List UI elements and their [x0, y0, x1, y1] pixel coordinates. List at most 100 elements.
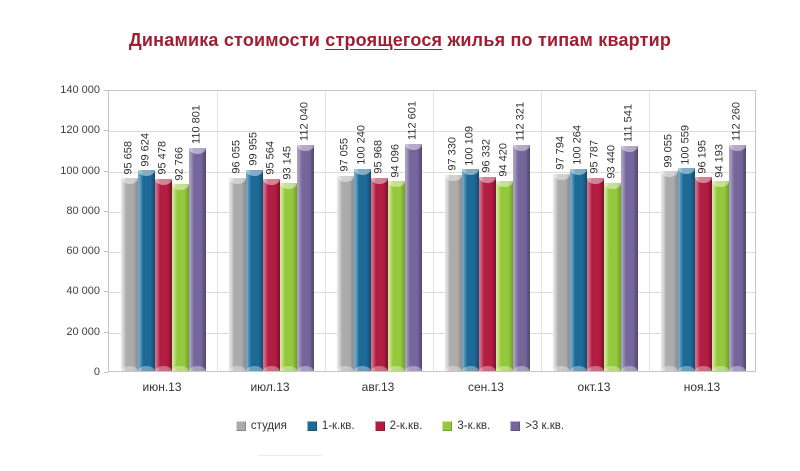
bar-top-bevel [694, 177, 712, 184]
bar-top-bevel [245, 169, 263, 176]
bar-1-к.кв.-сен.13: 100 109 [461, 126, 479, 371]
x-axis-label: авг.13 [361, 380, 395, 394]
chart-title-prefix: Динамика стоимости [128, 30, 326, 50]
y-axis-tick [104, 331, 108, 333]
x-axis-label: сен.13 [468, 380, 504, 394]
bar-bottom-bevel [620, 366, 638, 371]
bar-3-к.кв.-июл.13: 93 145 [279, 146, 297, 371]
bar-1-к.кв.-окт.13: 100 264 [569, 125, 587, 371]
bar-bottom-bevel [353, 366, 371, 371]
gridline-vertical [649, 91, 650, 371]
bar-value-label: 100 559 [679, 124, 692, 165]
bar-bottom-bevel [171, 366, 189, 371]
bar-2-к.кв.-июн.13: 95 478 [154, 141, 172, 371]
gridline-horizontal [109, 171, 755, 173]
bar-bottom-bevel [120, 366, 138, 371]
bar-1-к.кв.-июл.13: 99 955 [245, 132, 263, 371]
bar-top-bevel [552, 174, 570, 181]
bar-group-окт.13: 97 794 100 264 95 787 93 440 111 541 [541, 91, 649, 371]
bar-top-bevel [495, 180, 513, 187]
gridline-horizontal [109, 211, 755, 213]
bar-value-label: 112 321 [514, 101, 527, 141]
legend-item-1-к.кв.: 1-к.кв. [306, 420, 355, 432]
gridline-vertical [325, 91, 326, 371]
bar-3-к.кв.-сен.13: 94 420 [495, 143, 513, 371]
bar-bottom-bevel [711, 366, 729, 371]
bar-value-label: 110 801 [190, 104, 203, 144]
bar-bottom-bevel [370, 366, 388, 371]
bar-студия-ноя.13: 99 055 [660, 134, 678, 371]
legend: студия 1-к.кв. 2-к.кв. 3-к.кв. >3 к.кв. [0, 420, 800, 432]
y-axis-tick [104, 130, 108, 132]
bar-top-bevel [228, 177, 246, 184]
bar-top-bevel [353, 169, 371, 176]
x-axis-label: окт.13 [577, 380, 611, 394]
y-axis-tick [104, 90, 108, 91]
bar-value-label: 93 145 [281, 145, 294, 180]
bar-group-июл.13: 96 055 99 955 95 564 93 145 112 040 [217, 91, 325, 371]
bar-bottom-bevel [586, 366, 604, 371]
bar-top-bevel [603, 182, 621, 189]
bar-3-к.кв.-ноя.13: 94 193 [711, 144, 729, 371]
bar-bottom-bevel [512, 366, 530, 371]
bar-top-bevel [188, 147, 206, 154]
x-axis-label: ноя.13 [683, 380, 721, 394]
bar-студия-авг.13: 97 055 [336, 138, 354, 371]
bar-top-bevel [620, 146, 638, 153]
bar-value-label: 95 968 [372, 140, 385, 174]
plot-area: 95 658 99 624 95 478 92 766 110 801 96 055 99 … [108, 90, 756, 372]
chart-title: Динамика стоимости строящегося жилья по … [0, 30, 800, 51]
bar-bottom-bevel [387, 366, 405, 371]
bar-top-bevel [512, 144, 530, 151]
bar-value-label: 95 478 [156, 141, 169, 175]
bar->3 к.кв.-июл.13: 112 040 [296, 102, 314, 371]
bar-bottom-bevel [188, 366, 206, 371]
bar-group-июн.13: 95 658 99 624 95 478 92 766 110 801 [109, 91, 217, 371]
legend-label: >3 к.кв. [525, 420, 565, 432]
gridline-vertical [217, 91, 218, 371]
bar-value-label: 95 658 [122, 140, 135, 175]
bar-3-к.кв.-авг.13: 94 096 [387, 144, 405, 371]
bar->3 к.кв.-авг.13: 112 601 [404, 101, 422, 371]
y-axis-tick [104, 372, 108, 373]
bar-bottom-bevel [137, 366, 155, 371]
y-axis-label: 120 000 [60, 124, 100, 137]
legend-swatch-icon [374, 421, 385, 431]
legend-label: студия [250, 420, 287, 432]
bar-top-bevel [728, 144, 746, 151]
bar-value-label: 96 195 [696, 139, 709, 174]
bar-top-bevel [461, 169, 479, 176]
bar-value-label: 97 330 [446, 137, 459, 171]
bar-top-bevel [444, 174, 462, 181]
bar-bottom-bevel [279, 366, 297, 371]
bar-bottom-bevel [296, 366, 314, 371]
bar-top-bevel [262, 178, 280, 185]
bar-top-bevel [660, 171, 678, 178]
bar-bottom-bevel [552, 366, 570, 371]
bar-value-label: 94 096 [389, 143, 402, 178]
bar-bottom-bevel [404, 366, 422, 371]
bar-студия-сен.13: 97 330 [444, 137, 462, 371]
bar-value-label: 111 541 [622, 104, 635, 143]
bar-value-label: 100 264 [571, 125, 584, 166]
legend-item->3 к.кв.: >3 к.кв. [510, 420, 564, 432]
gridline-horizontal [109, 131, 755, 133]
bar->3 к.кв.-сен.13: 112 321 [512, 102, 530, 371]
gridline-vertical [541, 91, 542, 371]
legend-item-3-к.кв.: 3-к.кв. [442, 420, 490, 432]
legend-label: 2-к.кв. [389, 420, 423, 432]
bar-top-bevel [370, 177, 388, 184]
bar-2-к.кв.-окт.13: 95 787 [586, 140, 604, 371]
bar-bottom-bevel [677, 366, 695, 371]
bar-top-bevel [171, 184, 189, 191]
bar->3 к.кв.-ноя.13: 112 260 [728, 102, 746, 371]
legend-label: 1-к.кв. [321, 420, 355, 432]
bar-value-label: 93 440 [605, 145, 618, 179]
bar-top-bevel [387, 181, 405, 188]
legend-swatch-icon [306, 421, 317, 431]
bar-1-к.кв.-ноя.13: 100 559 [677, 125, 695, 371]
y-axis-label: 40 000 [66, 285, 100, 298]
bar-group-авг.13: 97 055 100 240 95 968 94 096 112 601 [325, 91, 433, 371]
bar-value-label: 95 787 [588, 140, 601, 175]
bar-3-к.кв.-июн.13: 92 766 [171, 147, 189, 371]
